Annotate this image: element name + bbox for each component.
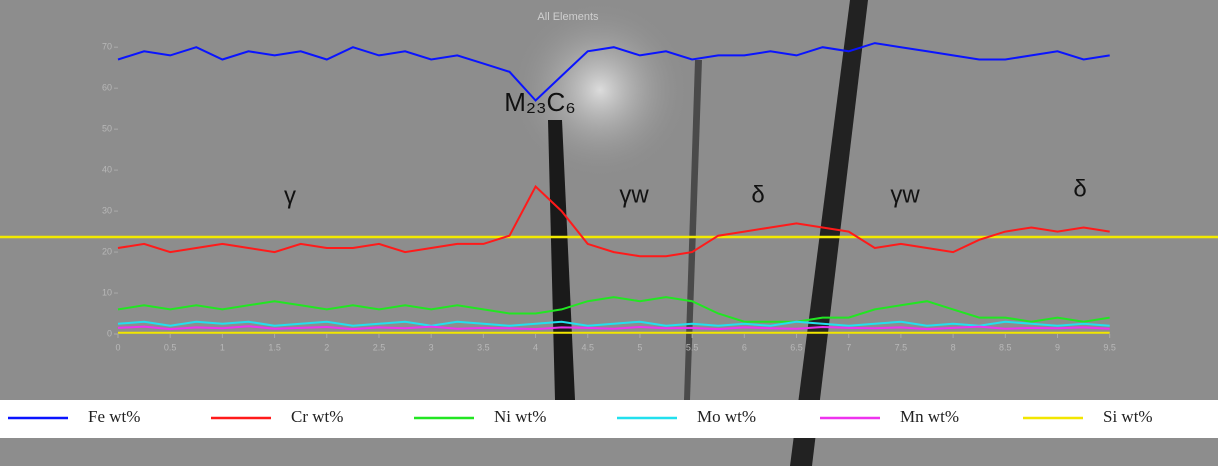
- y-tick-label: 20: [102, 246, 112, 256]
- x-tick-label: 2.5: [373, 342, 386, 352]
- legend-label: Ni wt%: [494, 407, 546, 426]
- x-tick-label: 8: [951, 342, 956, 352]
- x-tick-label: 3: [429, 342, 434, 352]
- x-tick-label: 7.5: [895, 342, 908, 352]
- x-tick-label: 5.5: [686, 342, 699, 352]
- x-tick-label: 0: [115, 342, 120, 352]
- legend-label: Cr wt%: [291, 407, 343, 426]
- y-tick-label: 10: [102, 287, 112, 297]
- legend-label: Fe wt%: [88, 407, 140, 426]
- x-tick-label: 4: [533, 342, 538, 352]
- x-tick-label: 6: [742, 342, 747, 352]
- legend-strip: [0, 400, 1218, 438]
- x-tick-label: 5: [637, 342, 642, 352]
- data-line: [117, 296, 1110, 323]
- y-tick-label: 70: [102, 42, 112, 52]
- data-line: [117, 184, 1110, 258]
- x-tick-label: 9: [1055, 342, 1060, 352]
- x-tick-label: 1.5: [268, 342, 281, 352]
- x-tick-label: 0.5: [164, 342, 177, 352]
- phase-label: M₂₃C₆: [504, 87, 576, 117]
- phase-label: γw: [890, 181, 920, 208]
- grain-boundary: [684, 60, 702, 400]
- y-tick-label: 50: [102, 124, 112, 134]
- phase-label: δ: [1073, 175, 1086, 202]
- data-line: [117, 42, 1110, 102]
- grain-boundary: [790, 0, 868, 466]
- x-tick-label: 3.5: [477, 342, 490, 352]
- data-line: [117, 325, 1110, 331]
- legend-label: Mo wt%: [697, 407, 756, 426]
- phase-label: δ: [751, 181, 764, 208]
- phase-label: γ: [284, 182, 296, 209]
- x-tick-label: 6.5: [790, 342, 803, 352]
- grain-boundary: [548, 120, 575, 400]
- y-tick-label: 60: [102, 83, 112, 93]
- x-tick-label: 9.5: [1103, 342, 1116, 352]
- y-tick-label: 40: [102, 164, 112, 174]
- x-tick-label: 7: [846, 342, 851, 352]
- data-line: [117, 320, 1110, 327]
- legend-label: Si wt%: [1103, 407, 1153, 426]
- x-tick-label: 2: [324, 342, 329, 352]
- x-tick-label: 8.5: [999, 342, 1012, 352]
- x-tick-label: 1: [220, 342, 225, 352]
- x-tick-label: 4.5: [581, 342, 594, 352]
- legend-label: Mn wt%: [900, 407, 959, 426]
- y-tick-label: 0: [107, 328, 112, 338]
- y-tick-label: 30: [102, 205, 112, 215]
- phase-label: γw: [619, 181, 649, 208]
- chart-title: All Elements: [537, 11, 599, 23]
